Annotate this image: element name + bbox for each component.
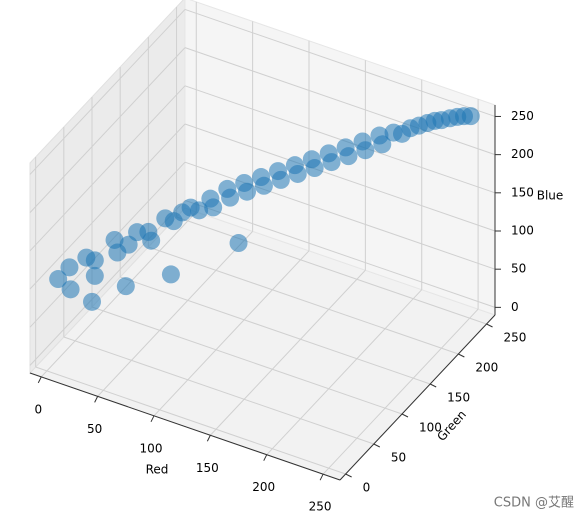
watermark: CSDN @艾醒 xyxy=(494,496,574,511)
x-tick-label: 50 xyxy=(87,422,102,436)
y-tick-label: 100 xyxy=(419,421,442,435)
x-axis-line xyxy=(29,372,341,481)
point xyxy=(356,141,375,160)
y-tick-label: 200 xyxy=(475,361,498,375)
grid-line xyxy=(35,366,346,475)
grid-line xyxy=(184,47,496,156)
grid-line xyxy=(148,246,459,355)
grid-line xyxy=(153,250,310,417)
point xyxy=(142,231,161,250)
z-axis-label: Blue xyxy=(537,189,564,203)
grid-line xyxy=(209,269,366,436)
tick-mark xyxy=(206,435,211,442)
point xyxy=(85,251,104,270)
pane-left xyxy=(29,0,186,375)
point xyxy=(373,135,392,154)
grid-line xyxy=(91,306,403,415)
z-tick-label: 0 xyxy=(511,300,519,314)
x-tick-label: 150 xyxy=(196,461,219,475)
point xyxy=(49,270,68,289)
point xyxy=(85,266,104,285)
point xyxy=(254,176,273,195)
z-tick-label: 150 xyxy=(511,185,534,199)
point xyxy=(461,107,480,126)
point xyxy=(116,277,135,296)
z-tick-label: 200 xyxy=(511,147,534,161)
grid-line xyxy=(29,123,186,290)
tick-mark xyxy=(345,473,352,478)
grid-line xyxy=(29,47,186,213)
grid-line xyxy=(184,123,496,232)
grid-line xyxy=(29,200,186,366)
z-tick-label: 250 xyxy=(511,109,534,123)
tick-mark xyxy=(486,323,493,328)
grid-line xyxy=(184,85,496,194)
x-tick-label: 250 xyxy=(309,500,332,514)
y-tick-label: 150 xyxy=(447,391,470,405)
x-axis-label: Red xyxy=(146,463,169,477)
tick-mark xyxy=(373,443,381,448)
z-tick-label: 50 xyxy=(511,262,526,276)
point xyxy=(161,265,180,284)
grid-line xyxy=(184,8,496,117)
tick-mark xyxy=(37,376,42,384)
x-tick-label: 200 xyxy=(252,480,275,494)
grid-line xyxy=(176,216,487,325)
grid-line xyxy=(29,85,186,252)
point xyxy=(288,164,307,183)
point xyxy=(305,159,324,178)
tick-mark xyxy=(319,473,324,481)
y-tick-label: 250 xyxy=(504,331,527,345)
point xyxy=(221,188,240,207)
point xyxy=(229,234,248,253)
point xyxy=(190,201,209,220)
grid-line xyxy=(322,308,479,475)
z-tick-label: 100 xyxy=(511,224,534,238)
point xyxy=(271,170,290,189)
grid-line xyxy=(29,9,186,175)
tick-mark xyxy=(458,353,465,358)
point xyxy=(204,198,223,217)
x-tick-label: 100 xyxy=(140,441,163,455)
y-tick-label: 0 xyxy=(363,481,371,495)
point xyxy=(238,182,256,201)
grid-line xyxy=(63,336,374,445)
tick-mark xyxy=(150,415,155,423)
grid-line xyxy=(40,211,197,378)
grid-line xyxy=(120,276,431,385)
point xyxy=(83,292,101,311)
tick-mark xyxy=(94,396,99,403)
x-tick-label: 0 xyxy=(34,402,42,416)
point xyxy=(61,280,80,299)
tick-mark xyxy=(429,383,437,388)
grid-line xyxy=(266,289,423,456)
grid-line xyxy=(184,199,496,308)
point xyxy=(339,147,358,166)
tick-mark xyxy=(263,454,268,461)
grid-line xyxy=(97,231,254,397)
y-axis-line xyxy=(339,314,496,481)
point xyxy=(60,258,79,277)
tick-mark xyxy=(401,413,409,418)
y-tick-label: 50 xyxy=(391,451,406,465)
point xyxy=(322,153,341,172)
